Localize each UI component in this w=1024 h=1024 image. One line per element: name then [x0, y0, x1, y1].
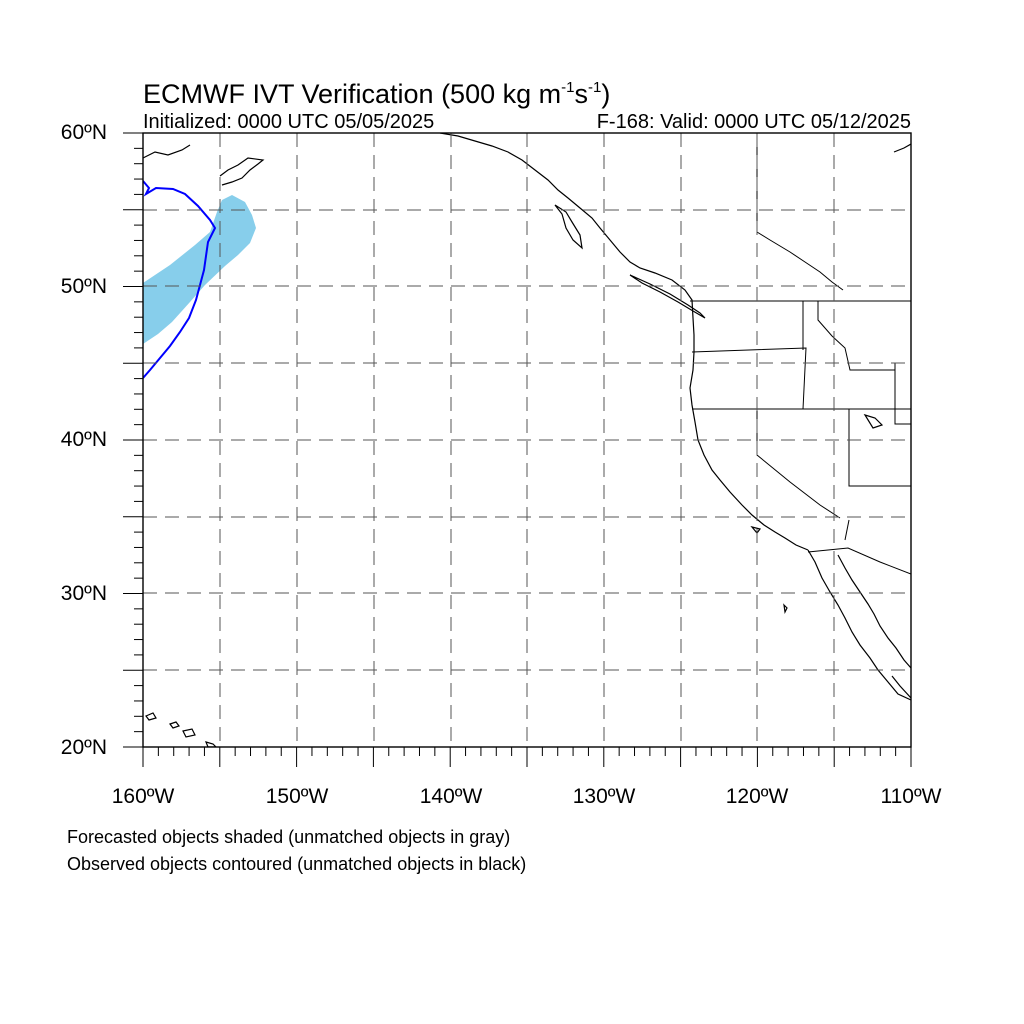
observed-note: Observed objects contoured (unmatched ob…	[67, 854, 527, 874]
grid-lines	[143, 133, 911, 747]
title-text-end: )	[601, 79, 611, 109]
borders	[690, 133, 911, 575]
coastlines	[143, 133, 911, 747]
lon-label-150w: 150ºW	[265, 785, 329, 808]
figure-title: ECMWF IVT Verification (500 kg m-1s-1)	[143, 70, 610, 112]
lat-label-30n: 30ºN	[60, 582, 107, 605]
lat-label-60n: 60ºN	[60, 121, 107, 144]
lon-label-140w: 140ºW	[419, 785, 483, 808]
initialized-label: Initialized: 0000 UTC 05/05/2025	[143, 111, 435, 133]
title-text-mid: s	[574, 79, 588, 109]
axis-ticks	[123, 132, 912, 767]
observed-ivt-contour	[143, 180, 217, 379]
lon-label-160w: 160ºW	[111, 785, 175, 808]
lon-label-110w: 110ºW	[880, 785, 942, 808]
title-text: ECMWF IVT Verification (500 kg m	[143, 79, 562, 109]
map-frame-group	[123, 132, 912, 767]
lat-label-40n: 40ºN	[60, 428, 107, 451]
title-exponent-1: -1	[561, 79, 575, 96]
lon-label-120w: 120ºW	[725, 785, 789, 808]
valid-time-label: F-168: Valid: 0000 UTC 05/12/2025	[596, 111, 911, 133]
map-content	[143, 133, 911, 747]
forecast-note: Forecasted objects shaded (unmatched obj…	[67, 827, 511, 847]
lat-label-50n: 50ºN	[60, 275, 107, 298]
lat-label-20n: 20ºN	[60, 736, 107, 759]
title-exponent-2: -1	[587, 79, 602, 96]
lon-label-130w: 130ºW	[572, 785, 636, 808]
forecast-ivt-object	[143, 195, 256, 344]
